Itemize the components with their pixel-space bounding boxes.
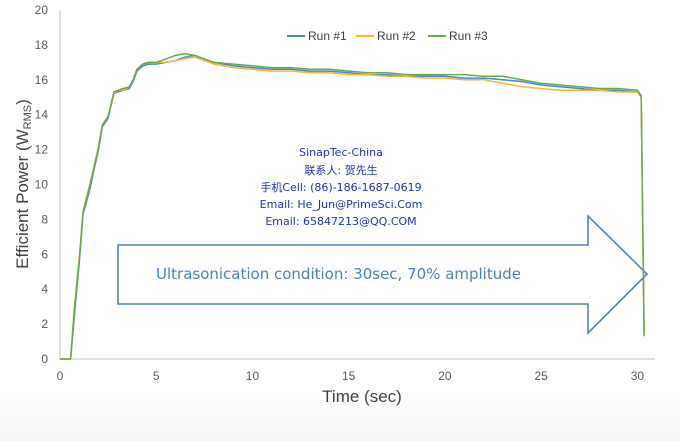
contact-email-2: Email: 65847213@QQ.COM	[265, 215, 416, 228]
x-tick-label: 15	[342, 369, 356, 383]
contact-company: SinapTec-China	[299, 146, 383, 159]
y-tick-label: 14	[35, 108, 49, 122]
legend-label-run-2: Run #2	[377, 29, 416, 43]
y-tick-label: 2	[41, 317, 48, 331]
contact-phone: 手机Cell: (86)-186-1687-0619	[260, 180, 421, 194]
series-line-run-3	[60, 52, 645, 360]
y-axis-title-close: )	[13, 99, 32, 105]
y-tick-label: 12	[35, 143, 49, 157]
y-tick-label: 16	[35, 73, 49, 87]
y-tick-label: 6	[41, 247, 48, 261]
contact-person: 联系人: 贺先生	[304, 163, 377, 177]
y-tick-labels: 0 2 4 6 8 10 12 14 16 18 20	[35, 3, 49, 366]
x-tick-label: 0	[57, 369, 64, 383]
contact-email-1: Email: He_Jun@PrimeSci.Com	[260, 198, 423, 211]
y-axis-title: Efficient Power (WRMS)	[13, 99, 34, 269]
y-axis-title-main: Efficient Power (W	[13, 129, 32, 269]
arrow-annotation-shape	[117, 214, 649, 335]
y-tick-label: 10	[35, 178, 49, 192]
y-axis-title-subscript: RMS	[22, 105, 34, 129]
x-tick-label: 30	[631, 369, 645, 383]
annotation-text: Ultrasonication condition: 30sec, 70% am…	[156, 265, 521, 283]
x-tick-label: 25	[534, 369, 548, 383]
y-tick-label: 0	[41, 352, 48, 366]
x-tick-label: 20	[438, 369, 452, 383]
y-tick-label: 18	[35, 38, 49, 52]
y-tick-label: 4	[41, 282, 48, 296]
x-tick-labels: 0 5 10 15 20 25 30	[57, 369, 645, 383]
legend-label-run-1: Run #1	[308, 29, 347, 43]
series-lines	[60, 52, 645, 360]
x-axis-title: Time (sec)	[322, 387, 402, 406]
y-tick-label: 8	[41, 212, 48, 226]
x-tick-label: 10	[246, 369, 260, 383]
legend: Run #1 Run #2 Run #3	[287, 29, 488, 43]
legend-label-run-3: Run #3	[449, 29, 488, 43]
x-tick-label: 5	[153, 369, 160, 383]
y-tick-label: 20	[35, 3, 49, 17]
